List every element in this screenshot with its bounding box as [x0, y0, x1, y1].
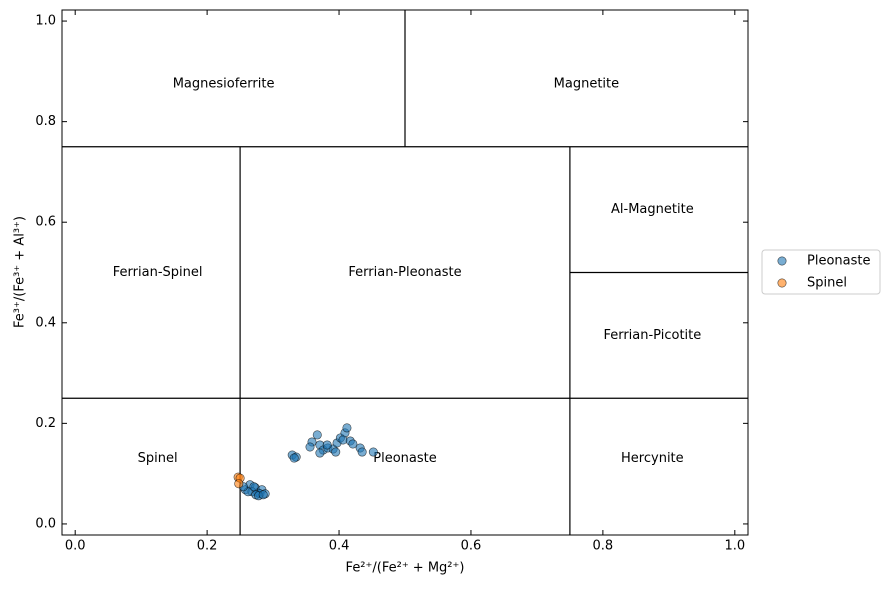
y-tick-label: 0.2	[35, 416, 56, 431]
region-label: Ferrian-Spinel	[113, 265, 203, 280]
data-point	[289, 453, 299, 463]
data-point	[234, 479, 244, 489]
data-point	[342, 423, 352, 433]
data-point	[357, 447, 367, 457]
plot-frame	[61, 9, 749, 536]
x-axis-label: Fe²⁺/(Fe²⁺ + Mg²⁺)	[346, 561, 465, 576]
legend-marker	[777, 278, 787, 288]
y-axis-label: Fe³⁺/(Fe³⁺ + Al³⁺)	[13, 216, 28, 328]
legend-label: Pleonaste	[807, 254, 870, 269]
x-tick-label: 1.0	[724, 539, 745, 554]
region-label: Ferrian-Pleonaste	[348, 265, 461, 280]
legend-label: Spinel	[807, 276, 847, 291]
region-label: Pleonaste	[373, 451, 436, 466]
region-label: Hercynite	[621, 451, 684, 466]
data-point	[322, 440, 332, 450]
region-label: Al-Magnetite	[611, 202, 694, 217]
region-label: Spinel	[138, 451, 178, 466]
y-tick-label: 0.6	[35, 215, 56, 230]
x-tick-label: 0.2	[197, 539, 218, 554]
data-point	[368, 447, 378, 457]
legend-box	[761, 249, 881, 295]
y-tick-label: 0.0	[35, 516, 56, 531]
data-point	[348, 439, 358, 449]
x-tick-label: 0.4	[329, 539, 350, 554]
x-tick-label: 0.6	[461, 539, 482, 554]
region-label: Magnetite	[554, 76, 619, 91]
legend-marker	[777, 256, 787, 266]
y-tick-label: 1.0	[35, 14, 56, 29]
data-point	[312, 430, 322, 440]
data-point	[315, 448, 325, 458]
y-tick-label: 0.4	[35, 315, 56, 330]
region-label: Magnesioferrite	[173, 76, 275, 91]
data-point	[258, 490, 268, 500]
x-tick-label: 0.8	[593, 539, 614, 554]
data-point	[249, 482, 259, 492]
x-tick-label: 0.0	[65, 539, 86, 554]
data-point	[331, 447, 341, 457]
region-label: Ferrian-Picotite	[603, 328, 701, 343]
data-point	[305, 442, 315, 452]
y-tick-label: 0.8	[35, 114, 56, 129]
